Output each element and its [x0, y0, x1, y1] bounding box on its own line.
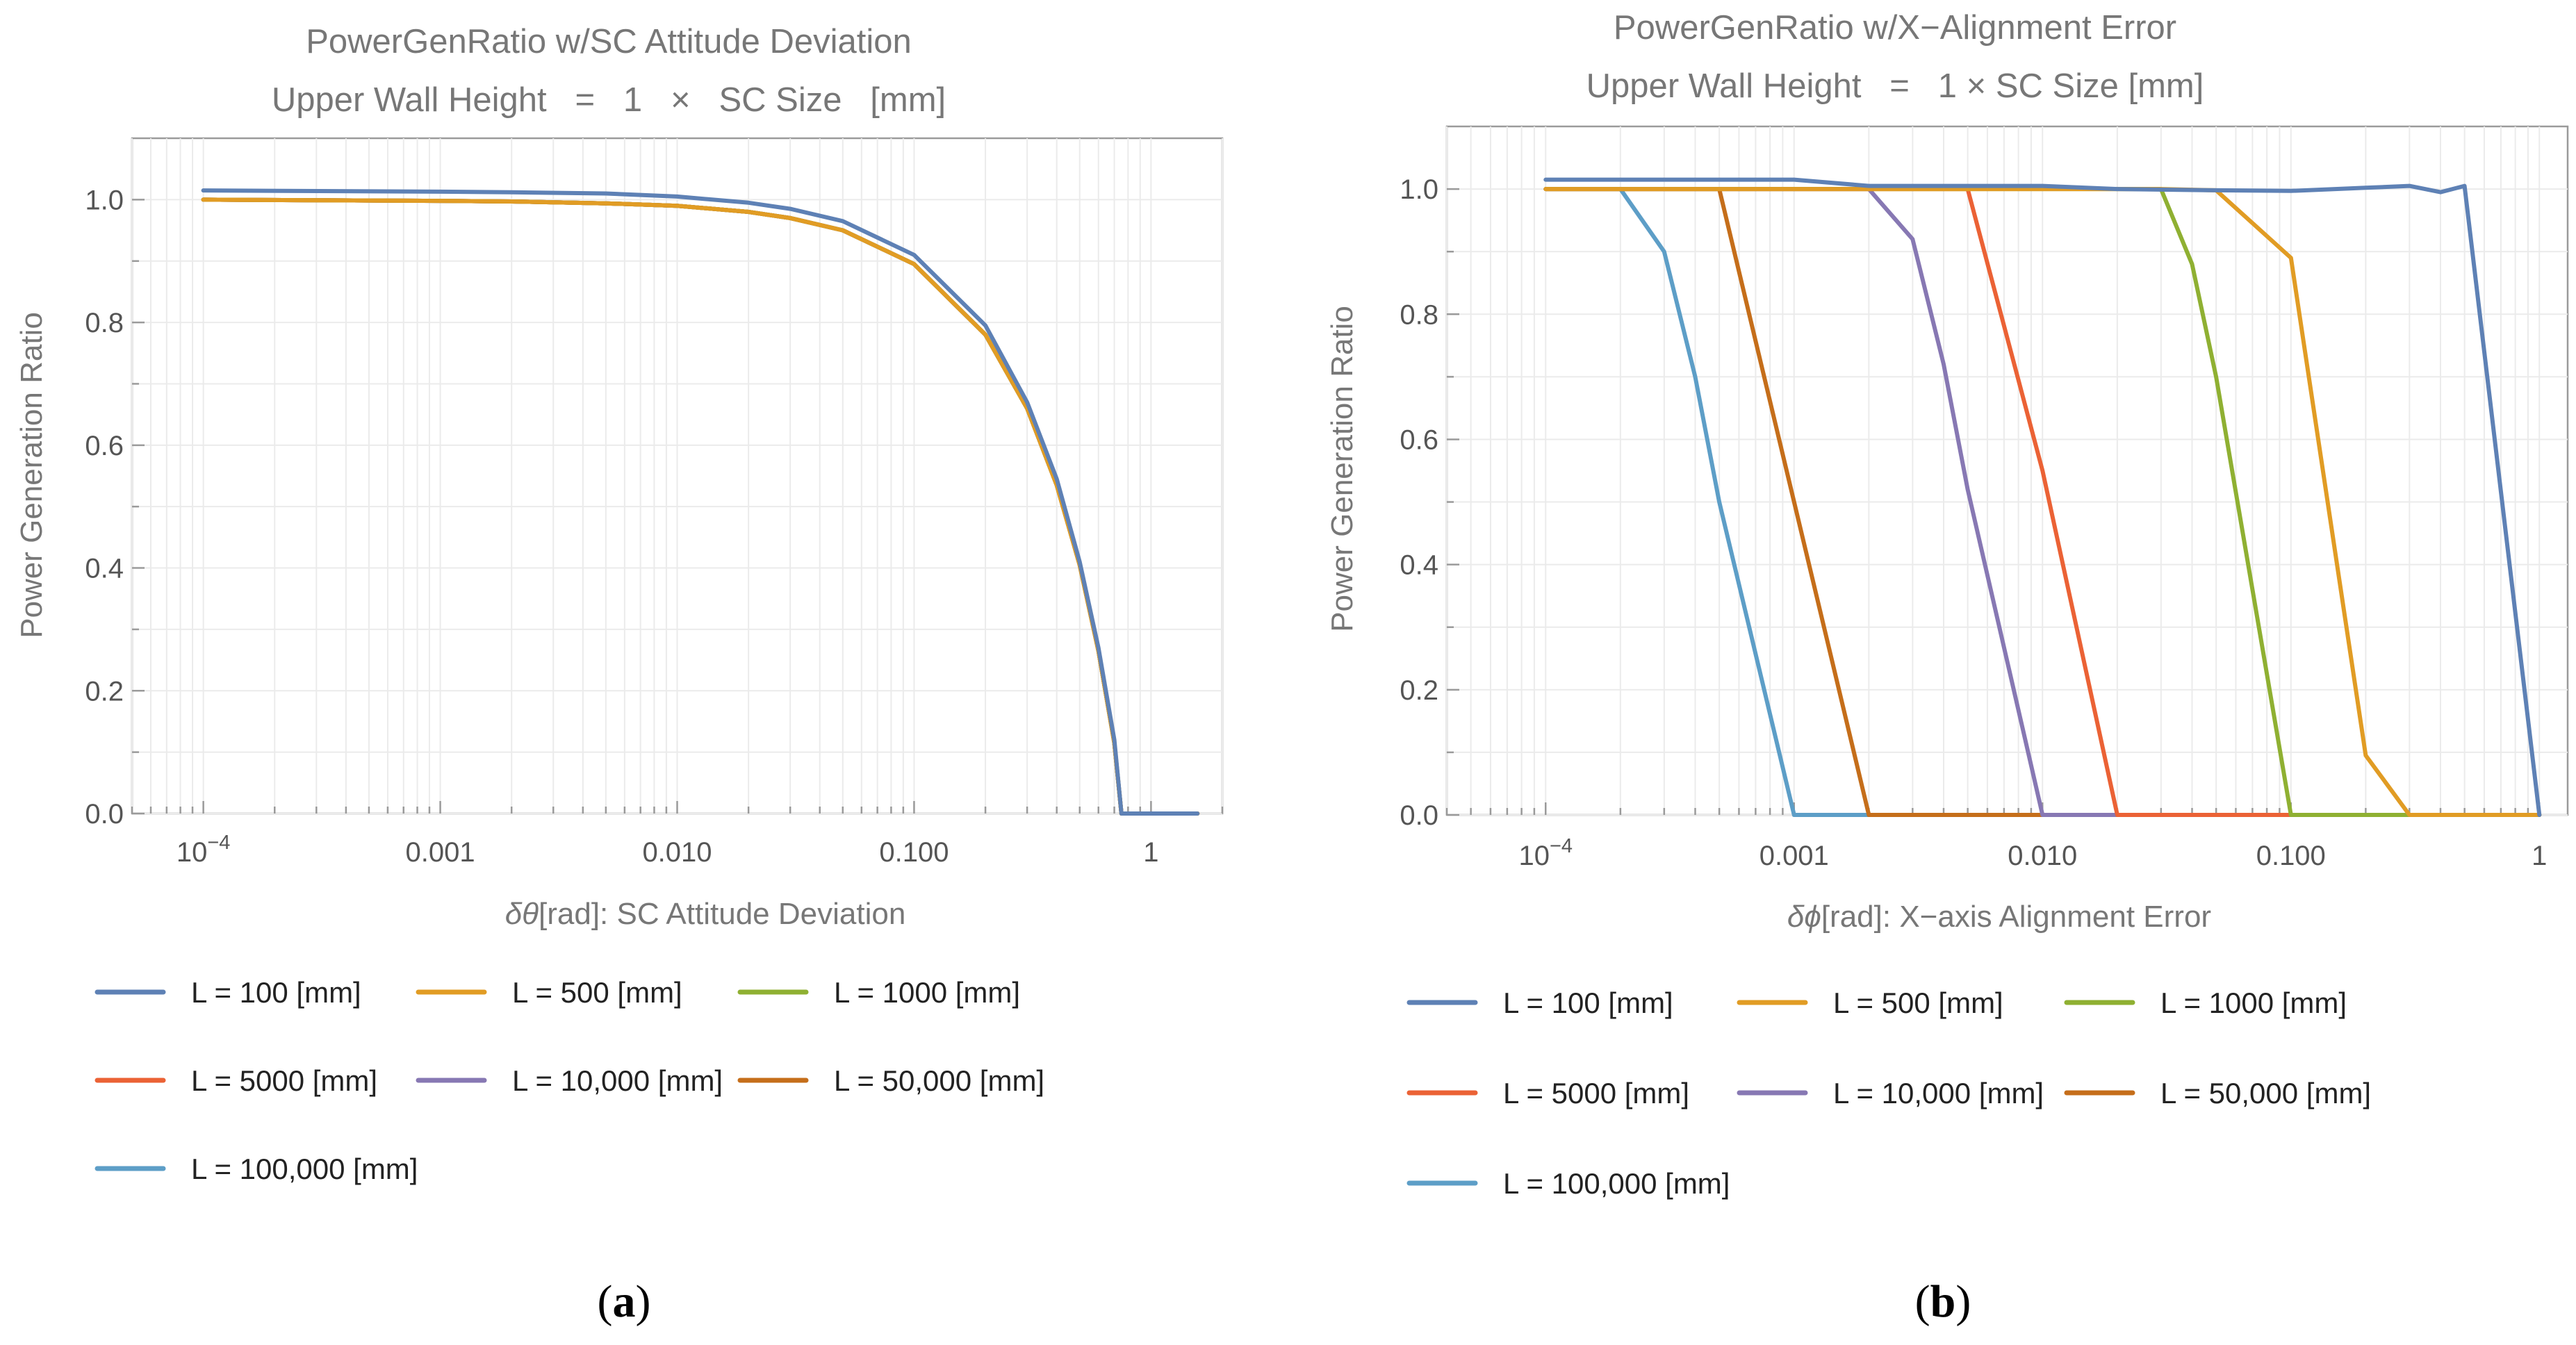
series-line-a-0 — [201, 188, 1200, 816]
legend-a: L = 100 [mm] L = 500 [mm] L = 1000 [mm] L =… — [95, 976, 1044, 1185]
x-axis-label-a: δθ[rad]: SC Attitude Deviation — [505, 897, 906, 931]
legend-item-b-3: L = 5000 [mm] — [1406, 1077, 1689, 1109]
grid-a — [131, 138, 1223, 814]
y-tick-label-a: 0.6 — [85, 431, 124, 461]
series-group-b — [1543, 177, 2542, 817]
panel-caption-b: (b) — [1915, 1276, 1971, 1327]
legend-label-b-6: L = 100,000 [mm] — [1503, 1167, 1730, 1200]
legend-b: L = 100 [mm] L = 500 [mm] L = 1000 [mm] L =… — [1406, 987, 2371, 1200]
legend-item-a-4: L = 10,000 [mm] — [416, 1064, 723, 1097]
x-tick-base-a: 10 — [177, 837, 208, 868]
plot-frame-b — [1445, 125, 2569, 816]
legend-label-a-2: L = 1000 [mm] — [834, 976, 1020, 1009]
x-tick-label-a: 0.010 — [642, 837, 712, 868]
legend-label-b-4: L = 10,000 [mm] — [1833, 1077, 2044, 1109]
y-tick-label-a: 0.4 — [85, 554, 124, 584]
y-tick-label-b: 0.6 — [1400, 424, 1438, 455]
y-tick-label-a: 0.0 — [85, 799, 124, 830]
x-axis-symbol-a: δθ — [505, 897, 539, 931]
chart-subtitle-a: Upper Wall Height = 1 × SC Size [mm] — [272, 81, 946, 119]
series-line-b-0 — [1543, 177, 2542, 817]
y-tick-label-a: 1.0 — [85, 185, 124, 215]
legend-item-b-6: L = 100,000 [mm] — [1406, 1167, 1730, 1200]
x-axis-text-a: [rad]: SC Attitude Deviation — [539, 897, 905, 931]
chart-title-a: PowerGenRatio w/SC Attitude Deviation — [306, 23, 912, 60]
legend-item-b-2: L = 1000 [mm] — [2064, 987, 2347, 1019]
chart-subtitle-b: Upper Wall Height = 1 × SC Size [mm] — [1586, 67, 2204, 105]
y-tick-label-a: 0.2 — [85, 676, 124, 707]
x-axis-label-b: δϕ[rad]: X−axis Alignment Error — [1787, 900, 2211, 934]
legend-item-a-5: L = 50,000 [mm] — [737, 1064, 1044, 1097]
x-axis-symbol-b: δϕ — [1787, 900, 1821, 934]
legend-item-a-2: L = 1000 [mm] — [737, 976, 1020, 1009]
legend-label-a-1: L = 500 [mm] — [512, 976, 682, 1009]
legend-label-a-6: L = 100,000 [mm] — [191, 1153, 418, 1185]
x-tick-label-b: 10−4 — [1518, 835, 1573, 871]
legend-label-b-0: L = 100 [mm] — [1503, 987, 1673, 1019]
y-axis-label-b: Power Generation Ratio — [1325, 306, 1359, 632]
legend-item-a-1: L = 500 [mm] — [416, 976, 682, 1009]
legend-label-a-3: L = 5000 [mm] — [191, 1064, 377, 1097]
y-tick-label-b: 0.0 — [1400, 800, 1438, 831]
x-tick-base-b: 10 — [1518, 841, 1550, 871]
legend-item-a-6: L = 100,000 [mm] — [95, 1153, 418, 1185]
x-tick-label-b: 1 — [2532, 841, 2547, 871]
x-tick-label-b: 0.100 — [2256, 841, 2326, 871]
x-tick-exponent-a: −4 — [207, 832, 230, 854]
legend-item-a-3: L = 5000 [mm] — [95, 1064, 377, 1097]
y-axis-label-a: Power Generation Ratio — [15, 312, 49, 638]
legend-label-b-2: L = 1000 [mm] — [2160, 987, 2347, 1019]
y-tick-label-b: 1.0 — [1400, 174, 1438, 205]
legend-label-a-5: L = 50,000 [mm] — [834, 1064, 1044, 1097]
legend-item-a-0: L = 100 [mm] — [95, 976, 361, 1009]
x-tick-label-a: 1 — [1143, 837, 1158, 868]
legend-label-a-0: L = 100 [mm] — [191, 976, 361, 1009]
x-tick-exponent-b: −4 — [1550, 835, 1573, 857]
legend-label-b-3: L = 5000 [mm] — [1503, 1077, 1689, 1109]
panel-caption-a: (a) — [598, 1276, 651, 1327]
y-tick-label-b: 0.2 — [1400, 675, 1438, 706]
x-tick-label-a: 0.001 — [406, 837, 475, 868]
x-tick-label-a: 0.100 — [879, 837, 949, 868]
legend-item-b-5: L = 50,000 [mm] — [2064, 1077, 2371, 1109]
panel-letter-a: a — [613, 1276, 636, 1327]
legend-item-b-0: L = 100 [mm] — [1406, 987, 1673, 1019]
grid-b — [1446, 126, 2568, 816]
legend-label-b-5: L = 50,000 [mm] — [2160, 1077, 2371, 1109]
y-tick-label-a: 0.8 — [85, 308, 124, 338]
x-tick-label-b: 0.010 — [2008, 841, 2077, 871]
y-tick-label-b: 0.8 — [1400, 299, 1438, 330]
ticks-a: 10−4 0.001 0.010 0.100 1 0.0 0.2 0.4 0.6 0.8 1.0 — [85, 185, 1224, 868]
panel-a: PowerGenRatio w/SC Attitude Deviation Up… — [15, 23, 1224, 1327]
series-group-a — [201, 188, 1200, 816]
x-tick-label-b: 0.001 — [1759, 841, 1829, 871]
chart-title-b: PowerGenRatio w/X−Alignment Error — [1614, 9, 2176, 47]
y-tick-label-b: 0.4 — [1400, 550, 1438, 581]
panel-letter-b: b — [1930, 1276, 1956, 1327]
legend-label-b-1: L = 500 [mm] — [1833, 987, 2003, 1019]
x-tick-label-a: 10−4 — [177, 832, 231, 868]
legend-item-b-1: L = 500 [mm] — [1737, 987, 2003, 1019]
panel-b: PowerGenRatio w/X−Alignment Error Upper … — [1325, 9, 2569, 1327]
legend-label-a-4: L = 10,000 [mm] — [512, 1064, 723, 1097]
x-axis-text-b: [rad]: X−axis Alignment Error — [1821, 900, 2211, 934]
legend-item-b-4: L = 10,000 [mm] — [1737, 1077, 2044, 1109]
